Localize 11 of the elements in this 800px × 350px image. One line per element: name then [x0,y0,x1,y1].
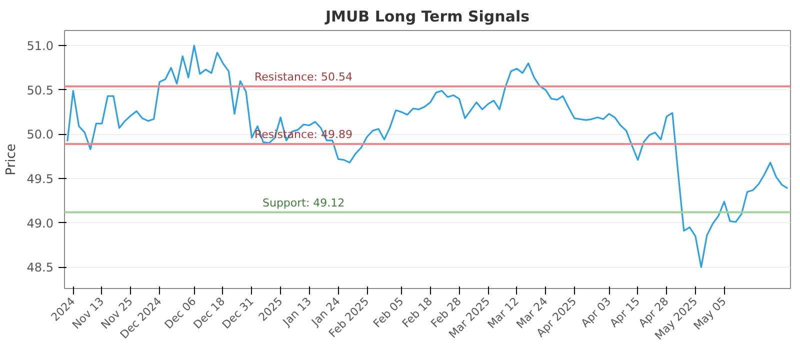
ref-line-label: Support: 49.12 [262,196,345,210]
y-tick-label: 49.0 [26,216,54,230]
y-tick-label: 51.0 [26,39,54,54]
line-series [66,44,788,268]
y-tick-label: 50.0 [26,128,54,142]
y-axis-title: Price [4,144,19,176]
y-tick-label: 48.5 [26,260,54,275]
chart-title: JMUB Long Term Signals [324,8,530,26]
y-tick-label: 49.5 [26,172,54,186]
y-tick-label: 50.5 [26,83,54,98]
ref-line-label: Resistance: 50.54 [254,70,352,84]
